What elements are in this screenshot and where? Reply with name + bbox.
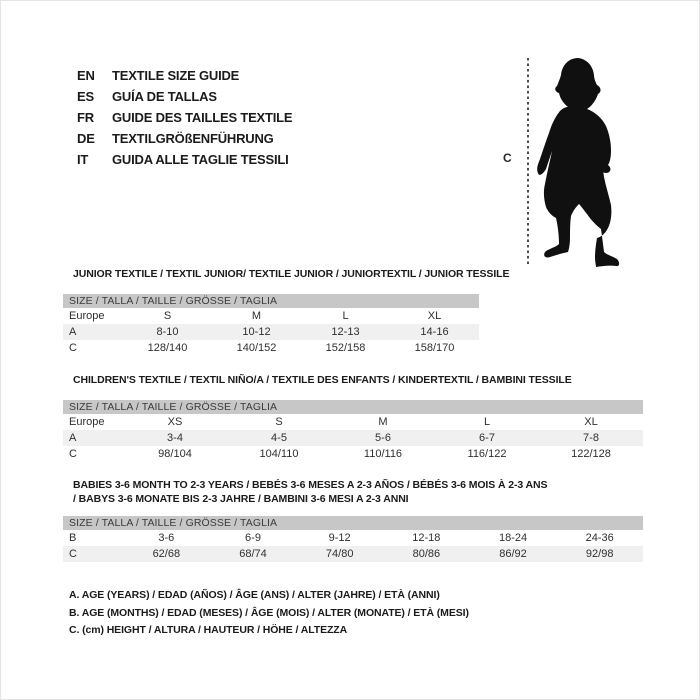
row-label: C (69, 448, 77, 460)
size-value: 3-4 (167, 432, 183, 444)
size-table-junior: SIZE / TALLA / TAILLE / GRÖSSE / TAGLIA … (63, 294, 479, 356)
size-table-children: SIZE / TALLA / TAILLE / GRÖSSE / TAGLIA … (63, 400, 643, 462)
size-value: L (483, 416, 491, 428)
size-value: 104/110 (259, 448, 299, 460)
footnote-a: A. AGE (YEARS) / EDAD (AÑOS) / ÂGE (ANS)… (69, 589, 440, 601)
height-measure-label: C (503, 151, 512, 165)
size-value: 110/116 (363, 448, 403, 460)
table-row: A 8-10 10-12 12-13 14-16 (63, 324, 479, 340)
section-heading-children: CHILDREN'S TEXTILE / TEXTIL NIÑO/A / TEX… (73, 374, 572, 386)
size-value: 6-9 (245, 532, 261, 544)
lang-code: IT (77, 152, 89, 167)
row-label: Europe (69, 310, 105, 322)
row-label: C (69, 548, 77, 560)
size-value: 18-24 (498, 532, 528, 544)
lang-label: GUIDE DES TAILLES TEXTILE (112, 110, 293, 125)
row-label: A (69, 432, 77, 444)
size-value: 10-12 (242, 326, 271, 338)
size-value: 4-5 (271, 432, 287, 444)
size-value: 12-18 (412, 532, 441, 544)
section-heading-babies: BABIES 3-6 MONTH TO 2-3 YEARS / BEBÉS 3-… (73, 479, 548, 505)
lang-row-fr: FR GUIDE DES TAILLES TEXTILE (77, 107, 293, 128)
size-value: L (342, 310, 349, 322)
table-row: C 62/68 68/74 74/80 80/86 86/92 92/98 (63, 546, 643, 562)
size-value: 8-10 (156, 326, 179, 338)
size-value: 7-8 (583, 432, 599, 444)
size-value: 62/68 (152, 548, 181, 560)
size-value: XS (167, 416, 183, 428)
size-value: 9-12 (328, 532, 351, 544)
section-heading-junior: JUNIOR TEXTILE / TEXTIL JUNIOR/ TEXTILE … (73, 268, 510, 280)
lang-code: FR (77, 110, 94, 125)
table-row: Europe S M L XL (63, 308, 479, 324)
size-value: S (163, 310, 172, 322)
lang-code: DE (77, 131, 95, 146)
table-row: A 3-4 4-5 5-6 6-7 7-8 (63, 430, 643, 446)
size-value: 14-16 (420, 326, 449, 338)
size-value: XL (584, 416, 598, 428)
table-row: C 98/104 104/110 110/116 116/122 122/128 (63, 446, 643, 462)
size-value: 3-6 (158, 532, 175, 544)
row-label: Europe (69, 416, 105, 428)
size-value: 5-6 (375, 432, 391, 444)
table-row: B 3-6 6-9 9-12 12-18 18-24 24-36 (63, 530, 643, 546)
lang-label: TEXTILGRÖßENFÜHRUNG (112, 131, 274, 146)
lang-label: GUÍA DE TALLAS (112, 89, 217, 104)
footnote-c: C. (cm) HEIGHT / ALTURA / HAUTEUR / HÖHE… (69, 624, 348, 636)
size-value: 98/104 (158, 448, 192, 460)
size-value: 116/122 (467, 448, 507, 460)
table-header-bar: SIZE / TALLA / TAILLE / GRÖSSE / TAGLIA (63, 294, 479, 308)
size-value: M (251, 310, 262, 322)
row-label: A (69, 326, 77, 338)
row-label: C (69, 342, 77, 354)
language-list: EN TEXTILE SIZE GUIDE ES GUÍA DE TALLAS … (77, 65, 293, 170)
lang-row-es: ES GUÍA DE TALLAS (77, 86, 292, 107)
size-value: 152/158 (325, 342, 366, 354)
size-value: 86/92 (499, 548, 527, 560)
size-value: 80/86 (412, 548, 441, 560)
lang-row-de: DE TEXTILGRÖßENFÜHRUNG (77, 128, 292, 149)
table-header-bar: SIZE / TALLA / TAILLE / GRÖSSE / TAGLIA (63, 400, 643, 414)
lang-row-it: IT GUIDA ALLE TAGLIE TESSILI (77, 149, 292, 170)
size-value: 128/140 (147, 342, 188, 354)
lang-row-en: EN TEXTILE SIZE GUIDE (77, 65, 292, 86)
lang-code: EN (77, 68, 95, 83)
lang-label: GUIDA ALLE TAGLIE TESSILI (112, 152, 289, 167)
size-value: 140/152 (236, 342, 277, 354)
table-row: C 128/140 140/152 152/158 158/170 (63, 340, 479, 356)
size-value: XL (427, 310, 442, 322)
size-value: 24-36 (585, 532, 614, 544)
size-table-babies: SIZE / TALLA / TAILLE / GRÖSSE / TAGLIA … (63, 516, 643, 562)
footnote-b: B. AGE (MONTHS) / EDAD (MESES) / ÂGE (MO… (69, 606, 469, 619)
size-value: 74/80 (325, 548, 354, 560)
row-label: B (69, 532, 77, 544)
lang-label: TEXTILE SIZE GUIDE (112, 68, 240, 83)
size-value: 68/74 (239, 548, 267, 560)
size-value: 122/128 (571, 448, 611, 460)
size-value: M (378, 416, 388, 428)
table-row: Europe XS S M L XL (63, 414, 643, 430)
size-value: 158/170 (414, 342, 455, 354)
height-measure-dotted-line (527, 58, 529, 264)
size-value: 12-13 (331, 326, 360, 338)
footnotes: A. AGE (YEARS) / EDAD (AÑOS) / ÂGE (ANS)… (69, 587, 469, 640)
size-value: S (275, 416, 283, 428)
lang-code: ES (77, 89, 94, 104)
figure-area: C (501, 46, 699, 272)
baby-silhouette-icon (537, 58, 620, 267)
size-value: 92/98 (585, 548, 614, 560)
table-header-bar: SIZE / TALLA / TAILLE / GRÖSSE / TAGLIA (63, 516, 643, 530)
size-value: 6-7 (479, 432, 495, 444)
